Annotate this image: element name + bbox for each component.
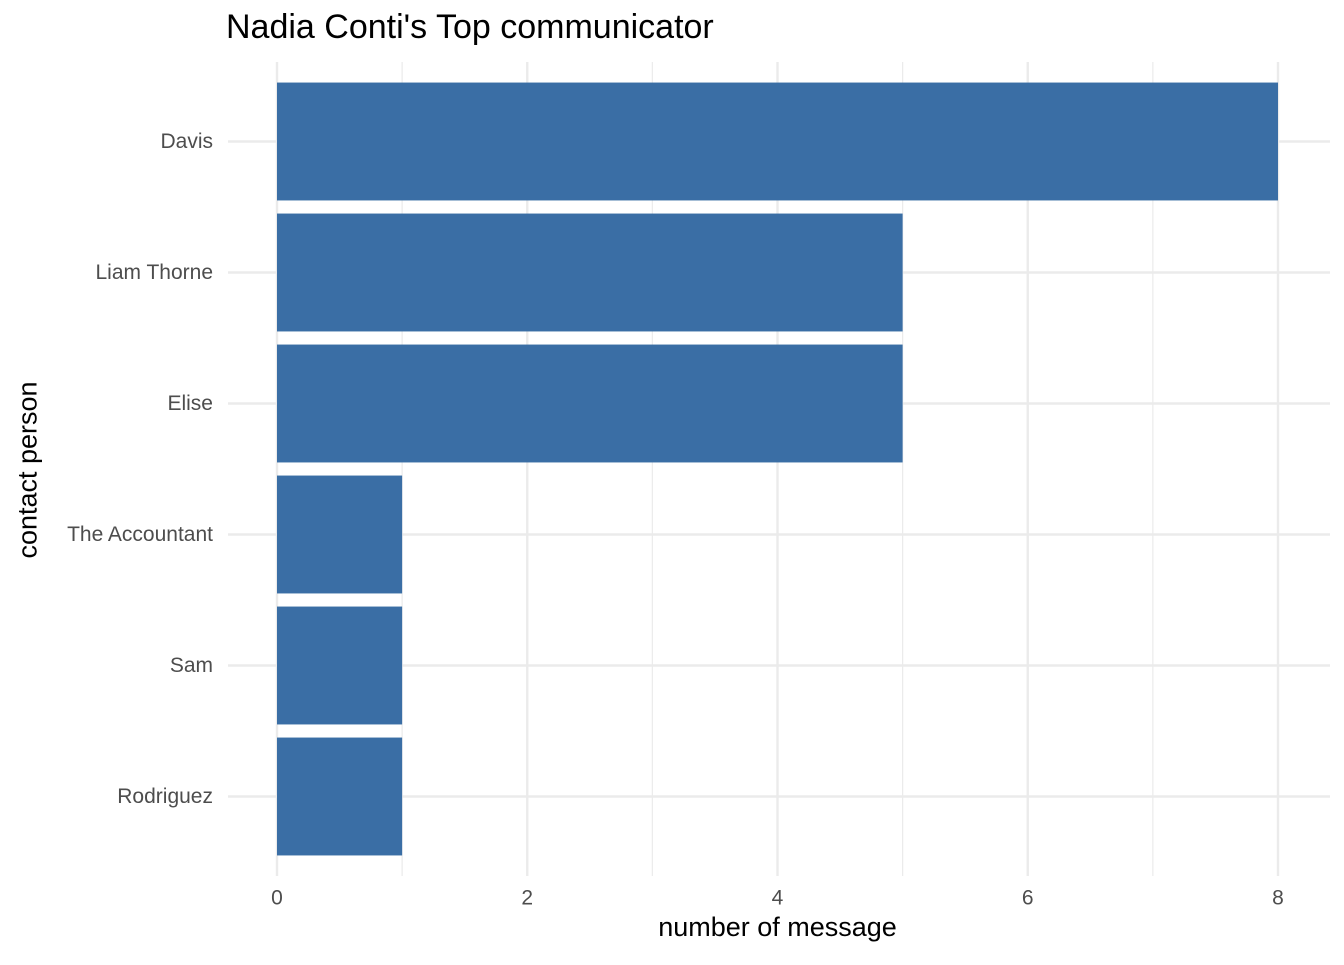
bar-liam-thorne [277,213,903,332]
x-tick-label: 4 [772,887,784,910]
x-tick-label: 6 [1022,887,1034,910]
x-tick-label: 8 [1272,887,1284,910]
y-tick-label: Sam [170,654,213,677]
bar-rodriguez [277,737,403,856]
y-tick-label: Davis [160,130,213,153]
bar-elise [277,344,903,463]
bar-davis [277,82,1278,201]
x-tick-label: 2 [521,887,533,910]
y-tick-label: Rodriguez [117,785,213,808]
x-axis-label: number of message [658,912,897,942]
y-tick-label: The Accountant [67,523,213,546]
chart-title: Nadia Conti's Top communicator [226,8,714,46]
y-axis-label: contact person [12,381,43,559]
x-tick-label: 0 [271,887,283,910]
bar-the-accountant [277,475,403,594]
y-tick-label: Liam Thorne [95,261,213,284]
bar-sam [277,606,403,725]
y-tick-label: Elise [167,392,213,415]
